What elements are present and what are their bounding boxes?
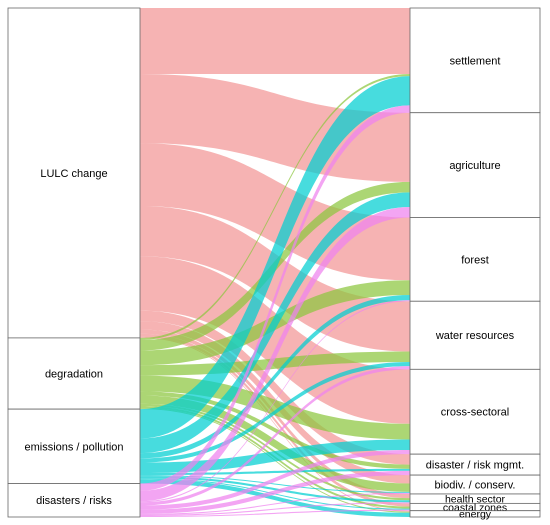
flow-lulc-to-agri	[140, 73, 410, 182]
right-nodes: settlement agriculture forest water resourc…	[409, 7, 541, 521]
right-node-box-cross	[409, 368, 541, 455]
right-node-label-health: health sector	[445, 493, 506, 505]
flow-dis-to-sett	[140, 105, 410, 491]
right-node-box-water	[409, 300, 541, 370]
left-node-label-dis: disasters / risks	[36, 495, 112, 507]
left-node-emis: emissions / pollution	[7, 408, 141, 484]
right-node-water: water resources	[409, 300, 541, 370]
flow-emis-to-water	[140, 361, 410, 463]
flow-emis-to-sett	[140, 76, 410, 439]
right-node-label-water: water resources	[435, 330, 515, 342]
right-node-forest: forest	[409, 217, 541, 302]
flow-dis-to-drm	[140, 470, 410, 514]
flows-layer	[140, 8, 410, 517]
left-node-box-deg	[7, 337, 141, 410]
flow-deg-to-drm	[140, 391, 410, 469]
right-node-label-forest: forest	[461, 254, 489, 266]
right-node-box-sett	[409, 7, 541, 114]
right-node-agri: agriculture	[409, 112, 541, 218]
right-node-label-agri: agriculture	[449, 160, 500, 172]
right-node-health: health sector	[409, 493, 541, 505]
flow-lulc-to-coast	[140, 333, 410, 507]
left-node-label-emis: emissions / pollution	[24, 441, 123, 453]
right-node-box-energy	[409, 510, 541, 518]
flow-dis-to-health	[140, 502, 410, 516]
flow-emis-to-agri	[140, 192, 410, 454]
right-node-label-sett: settlement	[450, 55, 501, 67]
flow-dis-to-water	[140, 366, 410, 506]
right-node-cross: cross-sectoral	[409, 368, 541, 455]
flow-deg-to-bio	[140, 395, 410, 492]
left-node-label-deg: degradation	[45, 368, 103, 380]
flow-dis-to-forest	[140, 300, 410, 503]
right-node-sett: settlement	[409, 7, 541, 114]
flow-emis-to-energy	[140, 479, 410, 517]
left-nodes: LULC change degradation emissions / pollut…	[7, 7, 141, 518]
right-node-label-drm: disaster / risk mgmt.	[426, 460, 524, 472]
left-node-label-lulc: LULC change	[40, 168, 107, 180]
flow-dis-to-cross	[140, 449, 410, 510]
flow-dis-to-coast	[140, 509, 410, 517]
right-node-drm: disaster / risk mgmt.	[409, 453, 541, 476]
flow-lulc-to-drm	[140, 310, 410, 465]
left-node-dis: disasters / risks	[7, 483, 141, 518]
left-node-box-dis	[7, 483, 141, 518]
flow-emis-to-drm	[140, 468, 410, 476]
flow-dis-to-bio	[140, 492, 410, 515]
right-node-box-forest	[409, 217, 541, 302]
left-node-deg: degradation	[7, 337, 141, 410]
flow-emis-to-bio	[140, 475, 410, 493]
flow-lulc-to-sett	[140, 8, 410, 74]
flow-dis-to-agri	[140, 206, 410, 502]
left-node-box-emis	[7, 408, 141, 484]
right-node-box-agri	[409, 112, 541, 218]
flow-emis-to-forest	[140, 294, 410, 459]
right-node-label-bio: biodiv. / conserv.	[435, 479, 516, 491]
flow-emis-to-health	[140, 476, 410, 503]
right-node-label-cross: cross-sectoral	[441, 407, 509, 419]
right-node-label-energy: energy	[459, 509, 492, 521]
right-node-bio: biodiv. / conserv.	[409, 474, 541, 495]
flow-deg-to-water	[140, 351, 410, 376]
right-node-energy: energy	[409, 509, 541, 521]
flow-lulc-to-energy	[140, 336, 410, 512]
left-node-lulc: LULC change	[7, 7, 141, 339]
flow-deg-to-sett	[140, 73, 410, 341]
